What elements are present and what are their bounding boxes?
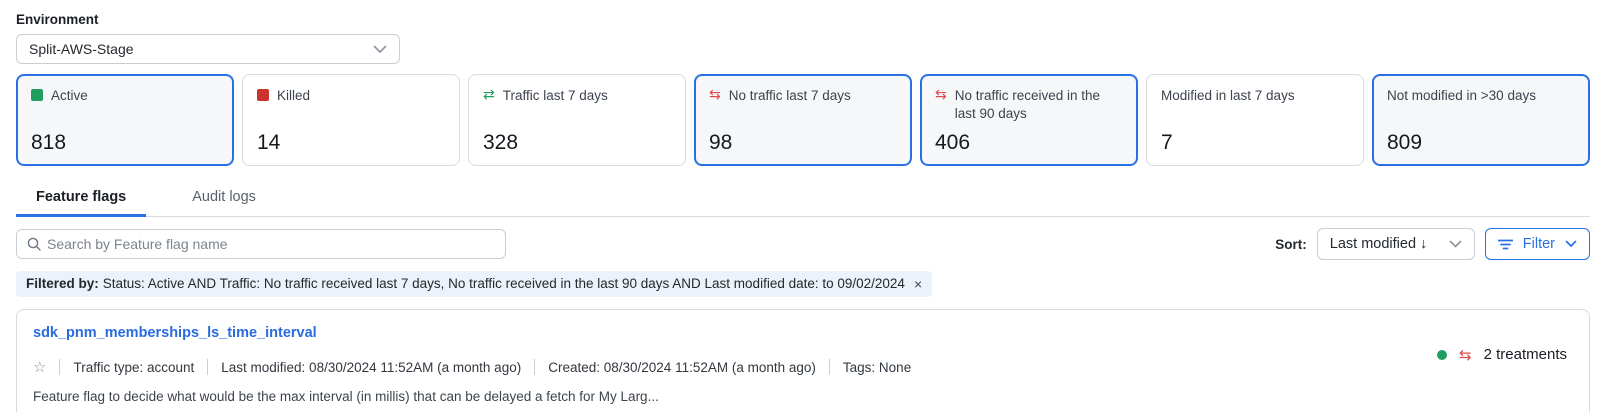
chevron-down-icon [1449, 240, 1462, 248]
stat-label: No traffic received in the last 90 days [954, 88, 1101, 122]
environment-select[interactable]: Split-AWS-Stage [16, 34, 400, 64]
sort-selected-value: Last modified ↓ [1329, 236, 1428, 252]
traffic-arrows-icon: ⇄ [483, 87, 495, 103]
environment-selected-value: Split-AWS-Stage [29, 41, 134, 57]
feature-flag-row[interactable]: sdk_pnm_memberships_ls_time_interval ☆ T… [16, 309, 1590, 412]
stat-card-modified-last-7-days[interactable]: Modified in last 7 days 7 [1146, 74, 1364, 166]
stat-value: 809 [1387, 131, 1423, 154]
active-status-dot-icon [1437, 349, 1448, 360]
tab-bar: Feature flags Audit logs [16, 180, 1590, 217]
applied-filters-row: Filtered by: Status: Active AND Traffic:… [16, 271, 1590, 298]
no-traffic-arrows-icon: ⇆ [1459, 345, 1472, 364]
filter-chip-text: Status: Active AND Traffic: No traffic r… [102, 276, 905, 291]
tags-text: Tags: None [842, 359, 912, 375]
meta-divider [534, 359, 536, 376]
stat-label: Not modified in >30 days [1387, 88, 1536, 103]
filter-button[interactable]: Filter [1484, 228, 1590, 260]
chevron-down-icon [1565, 240, 1577, 248]
stat-value: 328 [483, 131, 519, 154]
meta-divider [207, 359, 209, 376]
last-modified-text: Last modified: 08/30/2024 11:52AM (a mon… [221, 359, 522, 375]
stat-card-killed[interactable]: Killed 14 [242, 74, 460, 166]
no-traffic-arrows-icon: ⇆ [935, 87, 947, 103]
stat-value: 406 [935, 131, 971, 154]
stat-card-not-modified-30-days[interactable]: Not modified in >30 days 809 [1372, 74, 1590, 166]
stat-value: 818 [31, 131, 67, 154]
stat-label: Modified in last 7 days [1161, 88, 1295, 103]
filter-button-label: Filter [1522, 236, 1555, 252]
feature-flag-status: ⇆ 2 treatments [1437, 346, 1567, 363]
environment-label: Environment [16, 12, 99, 27]
active-square-icon [31, 89, 43, 101]
meta-divider [59, 359, 61, 376]
traffic-type-text: Traffic type: account [73, 359, 195, 375]
sort-select[interactable]: Last modified ↓ [1316, 228, 1475, 260]
stat-label: No traffic last 7 days [728, 88, 851, 103]
feature-flag-description: Feature flag to decide what would be the… [33, 389, 659, 405]
filter-chip: Filtered by: Status: Active AND Traffic:… [16, 271, 933, 298]
meta-divider [828, 359, 830, 376]
tab-feature-flags[interactable]: Feature flags [16, 180, 147, 217]
sort-label: Sort: [1275, 236, 1307, 252]
stat-label: Killed [277, 88, 311, 103]
feature-flag-meta: ☆ Traffic type: account Last modified: 0… [33, 358, 1573, 376]
stat-value: 14 [257, 131, 281, 154]
stat-value: 7 [1161, 131, 1173, 154]
stat-card-active[interactable]: Active 818 [16, 74, 234, 166]
stat-cards-row: Active 818 Killed 14 ⇄ Traffic last 7 da… [16, 74, 1590, 166]
stat-card-no-traffic-last-7-days[interactable]: ⇆ No traffic last 7 days 98 [694, 74, 912, 166]
filter-funnel-icon [1497, 239, 1513, 250]
stat-label: Traffic last 7 days [502, 88, 608, 103]
search-box[interactable] [16, 229, 506, 259]
stat-label: Active [51, 88, 88, 103]
stat-card-traffic-last-7-days[interactable]: ⇄ Traffic last 7 days 328 [468, 74, 686, 166]
stat-card-no-traffic-90-days[interactable]: ⇆ No traffic received in the last 90 day… [920, 74, 1138, 166]
filter-chip-prefix: Filtered by: [26, 276, 99, 291]
chevron-down-icon [373, 45, 387, 54]
close-icon[interactable]: × [913, 276, 923, 293]
created-text: Created: 08/30/2024 11:52AM (a month ago… [548, 359, 816, 375]
search-icon [27, 237, 41, 251]
killed-square-icon [257, 89, 269, 101]
search-input[interactable] [47, 236, 495, 252]
tab-audit-logs[interactable]: Audit logs [192, 189, 256, 205]
feature-flag-name-link[interactable]: sdk_pnm_memberships_ls_time_interval [33, 325, 317, 342]
treatments-count: 2 treatments [1483, 346, 1567, 364]
stat-value: 98 [709, 131, 733, 154]
star-icon[interactable]: ☆ [33, 358, 47, 377]
toolbar: Sort: Last modified ↓ Filter [16, 228, 1590, 260]
no-traffic-arrows-icon: ⇆ [709, 87, 721, 103]
